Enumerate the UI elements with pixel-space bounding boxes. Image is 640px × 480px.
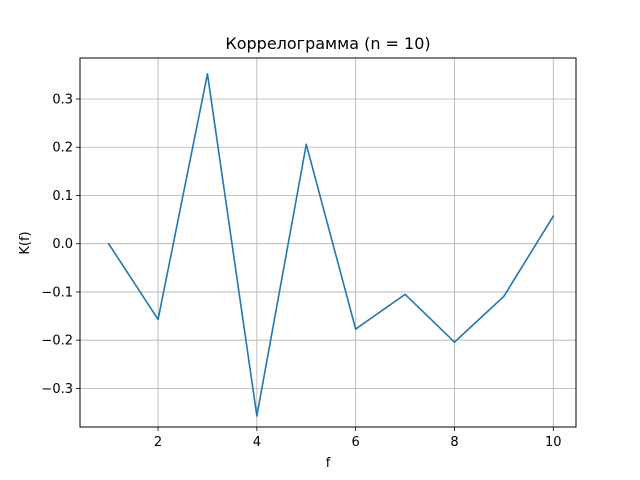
x-tick-label: 10: [545, 435, 562, 450]
y-tick-label: −0.3: [41, 382, 73, 397]
grid-lines: [80, 58, 576, 427]
y-tick-label: 0.1: [52, 189, 73, 204]
y-tick-label: −0.1: [41, 285, 73, 300]
plot-frame: [79, 57, 577, 428]
x-tick-label: 2: [154, 435, 162, 450]
y-tick-label: −0.2: [41, 334, 73, 349]
y-tick-label: 0.3: [52, 93, 73, 108]
data-point: [404, 293, 406, 296]
data-point: [206, 73, 209, 75]
x-tick-label: 6: [352, 435, 360, 450]
x-tick-label: 4: [253, 435, 261, 450]
series-layer: [107, 73, 555, 417]
data-point: [256, 415, 258, 417]
x-axis-ticks: 2 4 6 8 10: [154, 427, 562, 450]
data-point: [107, 242, 110, 245]
data-point: [503, 295, 505, 298]
data-point: [552, 215, 555, 218]
chart-title: Коррелограмма (n = 10): [225, 34, 430, 53]
plot-area: [80, 58, 576, 427]
data-point: [453, 341, 456, 343]
data-point: [305, 143, 308, 146]
y-tick-label: 0.2: [52, 141, 73, 156]
series-line: [107, 73, 555, 417]
data-point: [157, 318, 159, 321]
data-point: [354, 328, 357, 330]
x-tick-label: 8: [450, 435, 458, 450]
y-axis-label: K(f): [18, 231, 33, 254]
y-axis-ticks: −0.3 −0.2 −0.1 0.0 0.1 0.2 0.3: [41, 93, 80, 397]
y-tick-label: 0.0: [52, 237, 73, 252]
x-axis-label: f: [326, 456, 331, 471]
